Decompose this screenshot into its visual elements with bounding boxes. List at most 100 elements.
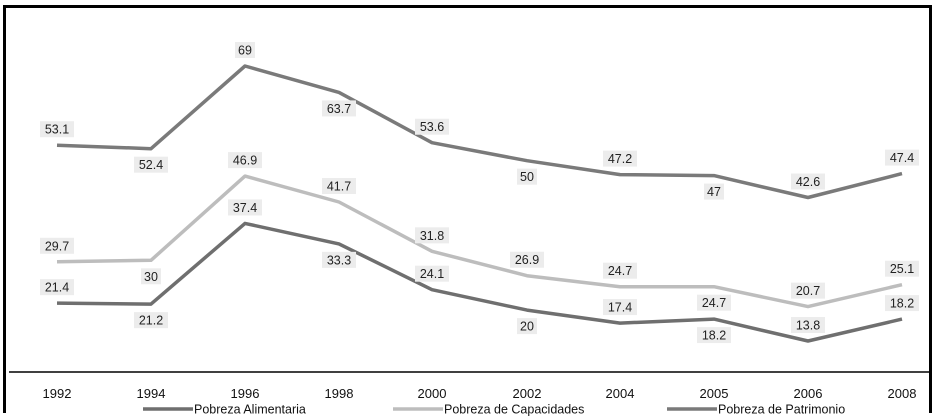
x-tick-label: 2008 [888,386,917,401]
data-label-text: 26.9 [515,253,539,267]
data-label-box [603,299,637,316]
data-label-box [885,260,919,277]
data-label-box [415,118,449,135]
data-label-text: 53.6 [420,120,444,134]
data-label: 21.2 [134,312,168,329]
data-label-text: 17.4 [608,301,632,315]
legend-item: Pobreza de Capacidades [393,403,584,417]
data-label-text: 24.7 [702,296,726,310]
data-label: 13.8 [791,317,825,333]
data-label-box [415,227,449,244]
data-label: 24.7 [697,294,731,311]
data-label-box [704,183,724,200]
series-line-3 [56,64,903,200]
data-label-text: 52.4 [139,158,163,172]
data-label-box [603,262,637,279]
data-label-text: 47.4 [890,151,914,165]
data-label: 53.6 [415,118,449,135]
data-label-text: 24.1 [420,267,444,281]
data-label-text: 25.1 [890,262,914,276]
data-label-box [603,150,637,167]
data-label: 37.4 [228,199,262,216]
data-label-box [141,268,161,285]
series-line-2 [56,174,903,309]
data-label-box [517,168,537,185]
data-label-text: 30 [144,270,158,284]
legend: Pobreza Alimentaria Pobreza de Capacidade… [143,403,845,417]
data-label: 29.7 [40,237,74,254]
data-label: 17.4 [603,299,637,316]
data-label-text: 24.7 [608,264,632,278]
legend-label: Pobreza de Capacidades [444,403,584,417]
data-label-text: 63.7 [327,102,351,116]
data-label: 69 [235,42,255,58]
data-label: 21.4 [40,279,74,296]
legend-label: Pobreza Alimentaria [194,403,306,417]
data-label: 42.6 [791,173,825,190]
x-tick-label: 1994 [137,386,166,401]
data-label-box [322,100,356,117]
series-layer [56,64,903,343]
data-label-box [322,251,356,268]
x-tick-label-layer: 1992 1994 1996 1998 2000 2002 2004 2005 2006 2008 [43,386,917,401]
data-label-box [228,152,262,169]
data-label-box [510,251,544,268]
data-label-text: 13.8 [796,319,820,333]
data-label-box [134,156,168,173]
data-label-text: 47 [707,185,721,199]
data-label: 30 [141,268,161,285]
data-label-text: 47.2 [608,152,632,166]
legend-item: Pobreza de Patrimonio [667,403,845,417]
x-tick-label: 1998 [325,386,354,401]
data-label-box [791,173,825,190]
data-label-text: 31.8 [420,229,444,243]
data-label: 47 [704,183,724,200]
x-tick-label: 1992 [43,386,72,401]
data-label-text: 21.2 [139,314,163,328]
data-label: 24.7 [603,262,637,279]
data-label-box [134,312,168,329]
data-label-box [791,282,825,299]
x-tick-label: 2005 [700,386,729,401]
data-label-text: 53.1 [45,123,69,137]
data-label-text: 41.7 [327,180,351,194]
data-label: 18.2 [697,327,731,344]
data-label-text: 42.6 [796,175,820,189]
data-label-text: 29.7 [45,239,69,253]
data-label: 52.4 [134,156,168,173]
data-label-text: 21.4 [45,281,69,295]
data-label-text: 50 [520,170,534,184]
data-label-box [885,149,919,166]
data-label-box [517,318,537,335]
data-label-box [40,237,74,254]
legend-label: Pobreza de Patrimonio [718,403,845,417]
data-label-box [415,265,449,282]
data-label: 63.7 [322,100,356,117]
x-tick-label: 2004 [606,386,635,401]
data-label-box [228,199,262,216]
x-tick-label: 1996 [231,386,260,401]
data-label: 25.1 [885,260,919,277]
data-label: 53.1 [40,121,74,138]
data-label-text: 18.2 [890,297,914,311]
data-label-box [235,42,255,58]
data-label-text: 37.4 [233,201,257,215]
data-label: 24.1 [415,265,449,282]
data-label: 33.3 [322,251,356,268]
data-label-text: 46.9 [233,154,257,168]
data-label-box [322,178,356,195]
data-label-box [40,121,74,138]
data-label-text: 33.3 [327,253,351,267]
legend-item: Pobreza Alimentaria [143,403,306,417]
chart-frame [3,5,932,413]
x-tick-label: 2002 [513,386,542,401]
data-label-box [697,294,731,311]
data-label-text: 69 [238,44,252,58]
data-label: 20.7 [791,282,825,299]
series-line-1 [56,221,903,343]
data-label-text: 18.2 [702,329,726,343]
data-label: 46.9 [228,152,262,169]
data-label-box [791,317,825,333]
data-label-box [697,327,731,344]
